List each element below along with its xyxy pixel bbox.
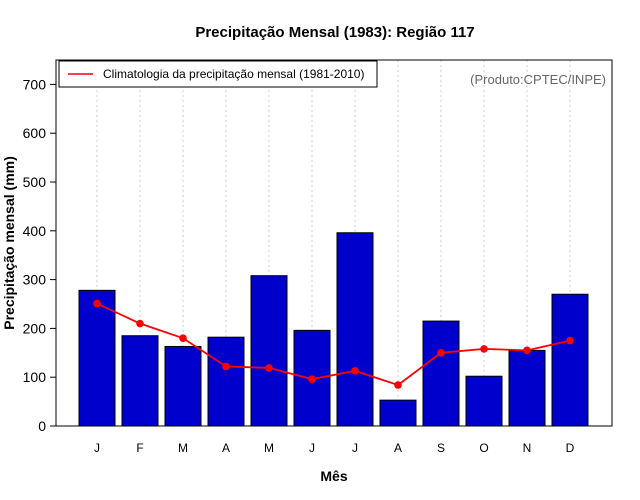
- y-tick-label: 700: [23, 76, 47, 92]
- climatology-point: [394, 381, 402, 389]
- x-tick-label: A: [394, 441, 402, 455]
- climatology-point: [351, 367, 359, 375]
- climatology-point: [523, 346, 531, 355]
- x-tick-label: J: [352, 441, 358, 455]
- x-tick-label: O: [479, 441, 488, 455]
- climatology-point: [93, 299, 101, 308]
- y-tick-label: 600: [23, 125, 47, 141]
- legend-box: [58, 60, 378, 88]
- y-tick-label: 500: [23, 174, 47, 190]
- climatology-point: [265, 364, 273, 372]
- bar: [164, 345, 202, 427]
- climatology-point: [179, 334, 187, 342]
- climatology-point: [222, 362, 230, 371]
- y-tick-label: 200: [23, 320, 47, 336]
- climatology-point: [480, 345, 488, 353]
- y-tick-label: 400: [23, 223, 47, 239]
- y-axis-title: Precipitação mensal (mm): [1, 156, 17, 330]
- x-tick-label: M: [264, 441, 274, 455]
- x-tick-label: F: [136, 441, 143, 455]
- bar: [508, 349, 546, 427]
- bar: [78, 289, 116, 427]
- x-tick-label: A: [222, 441, 230, 455]
- bar-series: [78, 232, 589, 427]
- y-tick-label: 100: [23, 369, 47, 385]
- bar: [551, 293, 589, 427]
- climatology-line: [96, 302, 571, 387]
- climatology-point: [566, 336, 574, 345]
- legend: Climatologia da precipitação mensal (198…: [58, 60, 378, 88]
- legend-label-climatology: Climatologia da precipitação mensal (198…: [103, 67, 364, 81]
- x-tick-label: M: [178, 441, 188, 455]
- bar: [336, 232, 374, 427]
- bar: [422, 320, 460, 427]
- y-tick-label: 0: [38, 418, 46, 434]
- y-tick-label: 300: [23, 272, 47, 288]
- y-axis: 0 100 200 300 400 500 600 700: [23, 76, 56, 434]
- x-axis-title: Mês: [320, 468, 347, 484]
- bar: [207, 336, 245, 427]
- climatology-point: [136, 319, 144, 328]
- bar: [465, 375, 503, 427]
- bar: [379, 399, 417, 427]
- climatology-point: [308, 375, 316, 383]
- climatology-series: [93, 299, 574, 389]
- climatology-point: [437, 349, 445, 357]
- bar: [250, 275, 288, 427]
- x-tick-label: S: [437, 441, 445, 455]
- bar: [121, 335, 159, 427]
- source-credit: (Produto:CPTEC/INPE): [470, 72, 606, 87]
- x-tick-label: D: [566, 441, 575, 455]
- x-tick-label: J: [94, 441, 100, 455]
- chart-title: Precipitação Mensal (1983): Região 117: [195, 24, 474, 41]
- x-tick-label: J: [309, 441, 315, 455]
- plot-frame: [55, 59, 613, 427]
- x-tick-label: N: [523, 441, 532, 455]
